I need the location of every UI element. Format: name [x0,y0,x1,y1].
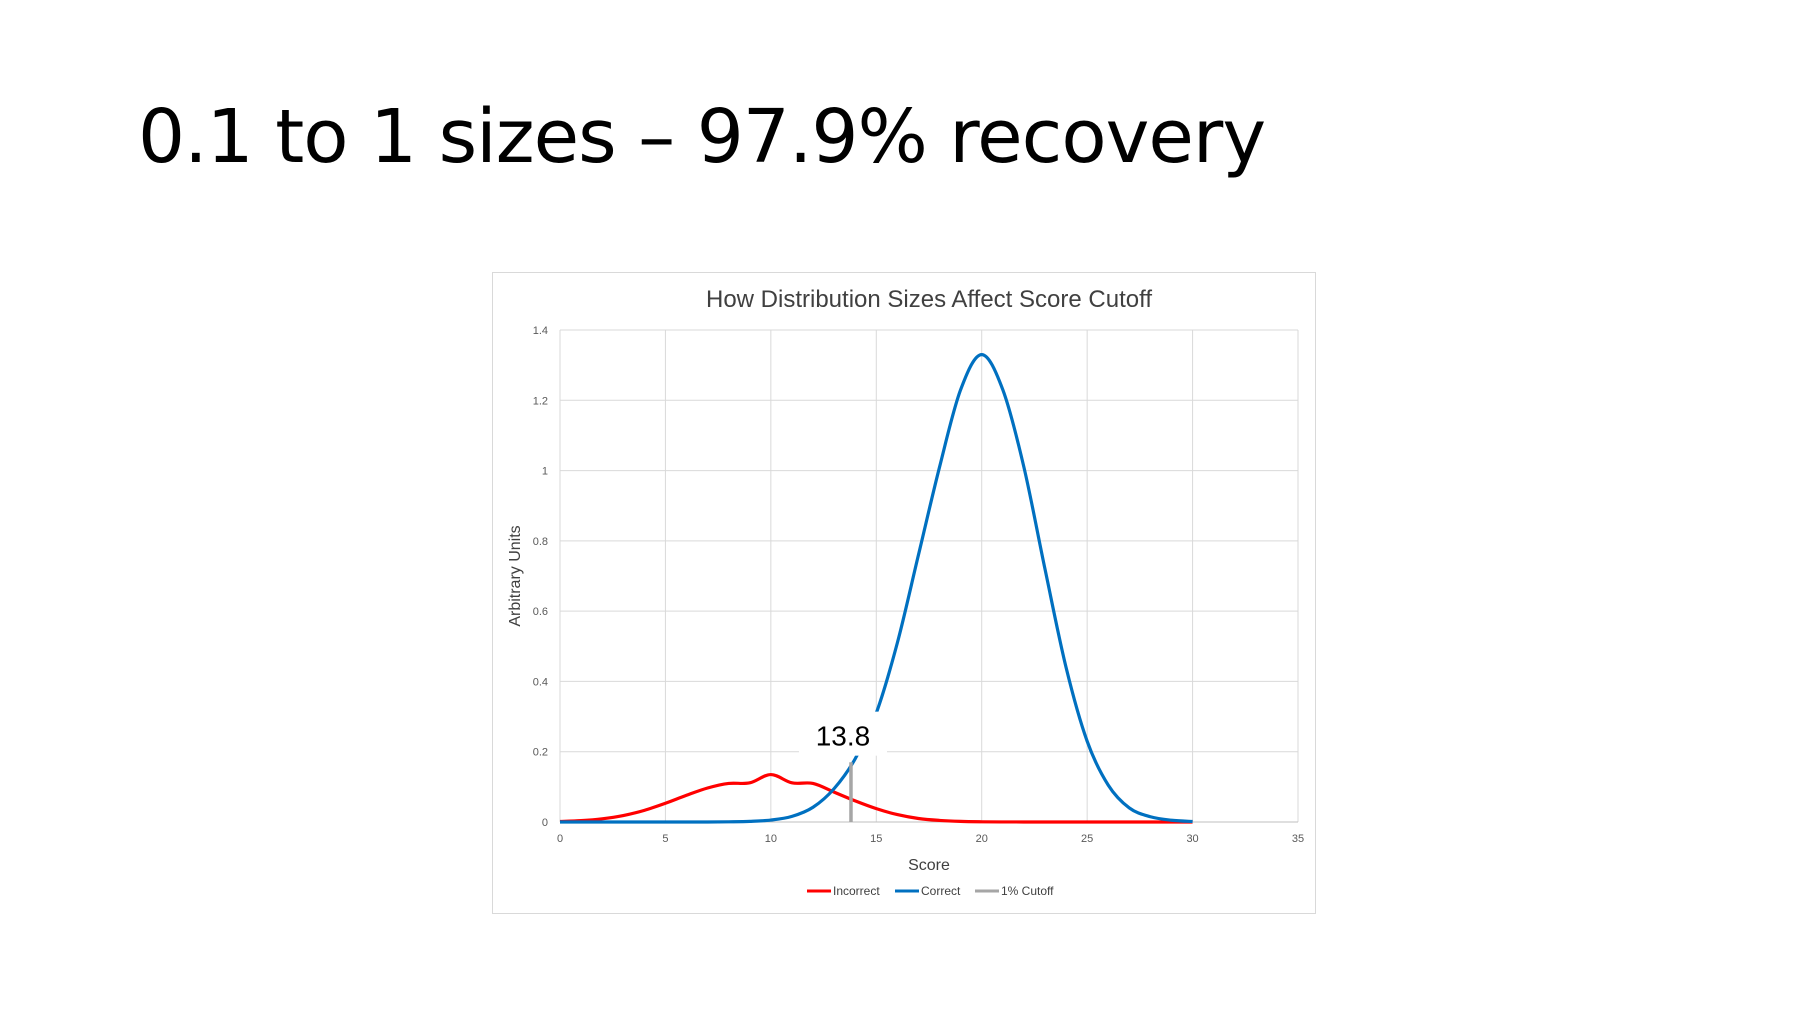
axes: 0 0.2 0.4 0.6 0.8 1 1.2 1.4 0 5 10 15 20 25 30 35 [533,325,1304,845]
y-tick-label: 0 [542,817,548,829]
x-tick-label: 0 [557,833,563,845]
legend-label: Incorrect [833,884,880,898]
x-tick-label: 20 [976,833,988,845]
series-line-correct [560,353,1193,824]
x-tick-label: 25 [1081,833,1093,845]
callout-label: 13.8 [816,721,871,752]
x-tick-label: 35 [1292,833,1304,845]
x-tick-label: 5 [662,833,668,845]
legend: Incorrect Correct 1% Cutoff [807,884,1054,898]
legend-label: Correct [921,884,961,898]
y-tick-label: 0.4 [533,676,548,688]
chart-title: How Distribution Sizes Affect Score Cuto… [706,286,1152,313]
chart-svg: How Distribution Sizes Affect Score Cuto… [507,286,1304,898]
legend-label: 1% Cutoff [1001,884,1054,898]
y-tick-label: 1.4 [533,325,548,337]
chart-frame: How Distribution Sizes Affect Score Cuto… [492,272,1316,914]
x-tick-label: 15 [870,833,882,845]
y-tick-label: 0.6 [533,606,548,618]
series-lines [559,353,1193,824]
x-axis-title: Score [908,857,950,874]
callout-box [798,711,887,756]
gridlines [559,329,1299,823]
series-line-incorrect [559,772,1193,824]
slide-title: 0.1 to 1 sizes – 97.9% recovery [138,94,1266,180]
x-tick-label: 30 [1186,833,1198,845]
y-axis-title: Arbitrary Units [507,525,524,626]
y-tick-label: 1.2 [533,395,548,407]
y-tick-label: 0.8 [533,536,548,548]
x-tick-label: 10 [765,833,777,845]
annotations: 13.8 [798,711,887,756]
y-tick-label: 1 [542,466,548,478]
y-tick-label: 0.2 [533,747,548,759]
